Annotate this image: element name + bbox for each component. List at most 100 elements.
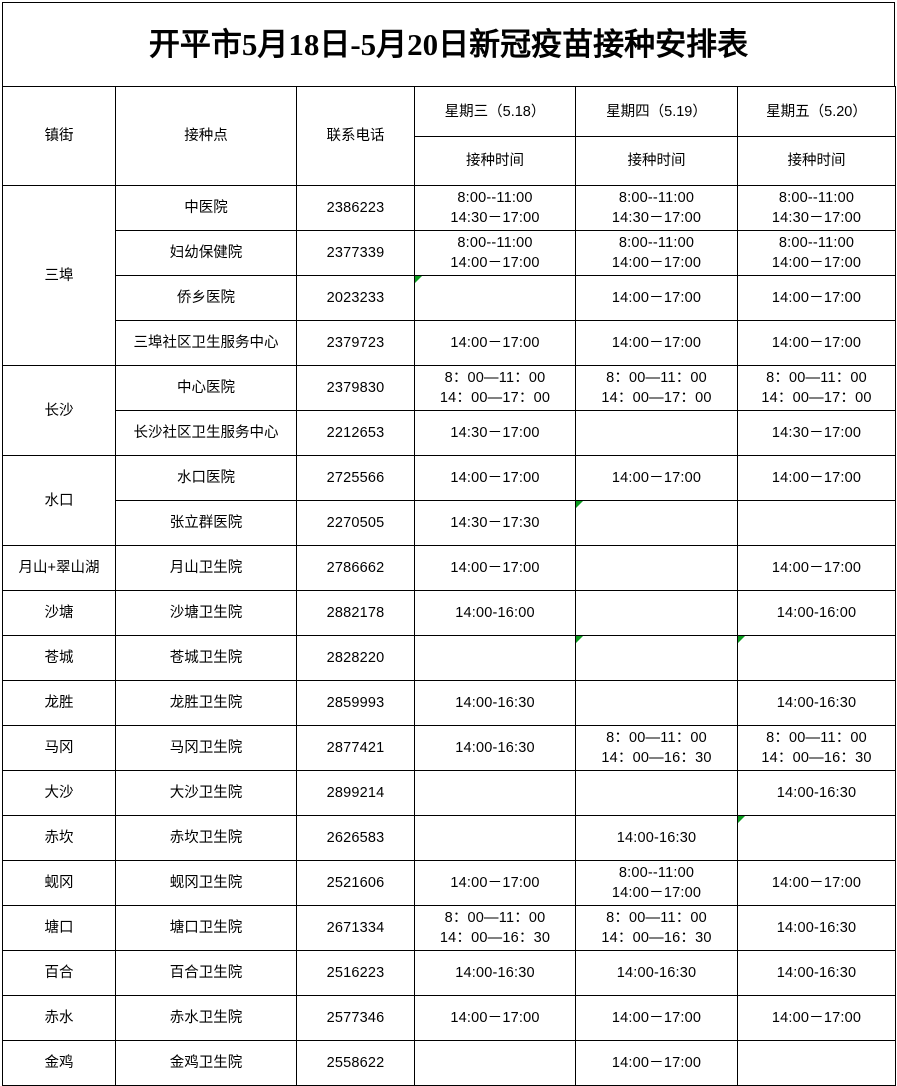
page-title: 开平市5月18日-5月20日新冠疫苗接种安排表 — [148, 27, 749, 62]
comment-indicator-icon — [738, 636, 745, 643]
cell-time-thursday — [575, 590, 738, 636]
time-line: 14:00－17:00 — [450, 470, 540, 486]
cell-site: 妇幼保健院 — [115, 230, 297, 276]
time-line: 8:00--11:00 — [778, 190, 855, 206]
time-line: 8:00--11:00 — [457, 235, 533, 251]
table-row: 侨乡医院 2023233 14:00－17:00 14:00－17:00 — [3, 275, 896, 321]
time-line: 8:00--11:00 — [457, 190, 533, 206]
time-line: 8：00—11：00 — [606, 910, 707, 926]
cell-time-friday: 8：00—11：00 14：00—17：00 — [737, 365, 896, 411]
cell-time-friday: 14:00－17:00 — [737, 275, 896, 321]
cell-time-wednesday — [414, 770, 576, 816]
time-line: 8：00—11：00 — [444, 370, 546, 386]
cell-time-thursday: 14:00-16:30 — [575, 950, 738, 996]
cell-site: 侨乡医院 — [115, 275, 297, 321]
cell-site: 金鸡卫生院 — [115, 1040, 297, 1086]
column-header-phone: 联系电话 — [296, 86, 415, 186]
cell-phone: 2671334 — [296, 905, 415, 951]
cell-phone: 2877421 — [296, 725, 415, 771]
cell-time-wednesday — [414, 815, 576, 861]
time-line: 8：00—11：00 — [766, 370, 867, 386]
time-line: 14:00－17:00 — [611, 255, 702, 271]
cell-site: 月山卫生院 — [115, 545, 297, 591]
table-row: 三埠社区卫生服务中心 2379723 14:00－17:00 14:00－17:00 1… — [3, 320, 896, 366]
cell-time-wednesday: 14:30－17:30 — [414, 500, 576, 546]
time-line: 8:00--11:00 — [778, 235, 855, 251]
cell-phone: 2023233 — [296, 275, 415, 321]
table-row: 月山+翠山湖 月山卫生院 2786662 14:00－17:00 14:00－17:00 — [2, 545, 896, 591]
cell-phone: 2899214 — [296, 770, 415, 816]
cell-time-wednesday: 14:00－17:00 — [414, 455, 576, 501]
cell-time-thursday: 8：00—11：00 14：00—17：00 — [575, 365, 738, 411]
comment-indicator-icon — [576, 501, 583, 508]
cell-town: 马冈 — [2, 725, 116, 771]
cell-site: 赤水卫生院 — [115, 995, 297, 1041]
column-header-day-wed: 星期三（5.18） — [414, 86, 576, 137]
time-line: 14:00－17:00 — [450, 335, 540, 351]
table-row: 赤水 赤水卫生院 2577346 14:00－17:00 14:00－17:00 14:0… — [2, 995, 896, 1041]
cell-time-friday: 14:30－17:00 — [737, 410, 896, 456]
cell-town: 金鸡 — [2, 1040, 116, 1086]
cell-time-friday: 8:00--11:00 14:30－17:00 — [737, 185, 896, 231]
cell-site: 苍城卫生院 — [115, 635, 297, 681]
time-line: 8：00—11：00 — [606, 370, 707, 386]
time-line: 14:00－17:00 — [611, 470, 702, 486]
column-header-day-fri: 星期五（5.20） — [737, 86, 896, 137]
table-row: 百合 百合卫生院 2516223 14:00-16:30 14:00-16:30 14:0… — [2, 950, 896, 996]
time-line: 14:00－17:00 — [611, 335, 702, 351]
table-row: 大沙 大沙卫生院 2899214 14:00-16:30 — [2, 770, 896, 816]
table-row: 三埠 中医院 2386223 8:00--11:00 14:30－17:00 8:00--… — [2, 185, 896, 366]
time-line: 8：00—11：00 — [444, 910, 546, 926]
table-row: 长沙社区卫生服务中心 2212653 14:30－17:00 14:30－17:00 — [3, 410, 896, 456]
cell-phone: 2786662 — [296, 545, 415, 591]
cell-town: 塘口 — [2, 905, 116, 951]
cell-time-friday: 14:00－17:00 — [737, 860, 896, 906]
time-line: 14:00－17:00 — [611, 1055, 702, 1071]
cell-time-friday: 8：00—11：00 14：00—16：30 — [737, 725, 896, 771]
cell-time-thursday: 14:00－17:00 — [575, 455, 738, 501]
time-line: 14:00－17:00 — [771, 470, 862, 486]
cell-time-friday: 14:00－17:00 — [737, 995, 896, 1041]
cell-time-thursday: 14:00-16:30 — [575, 815, 738, 861]
time-line: 14:00-16:30 — [776, 785, 857, 801]
cell-time-wednesday: 14:00－17:00 — [414, 995, 576, 1041]
cell-site: 大沙卫生院 — [115, 770, 297, 816]
time-line: 14:00-16:30 — [776, 695, 857, 711]
time-line: 14:00-16:30 — [455, 740, 535, 756]
time-line: 14:00－17:00 — [611, 885, 702, 901]
cell-phone: 2626583 — [296, 815, 415, 861]
cell-site: 蚬冈卫生院 — [115, 860, 297, 906]
time-line: 14:30－17:00 — [771, 210, 862, 226]
header-row-subtitle: 接种时间 接种时间 接种时间 — [3, 136, 896, 186]
time-line: 14:00－17:00 — [771, 290, 862, 306]
time-line: 14:00-16:00 — [776, 605, 857, 621]
time-line: 14：00—16：30 — [761, 750, 872, 766]
table-row: 水口 水口医院 2725566 14:00－17:00 14:00－17:00 14:00… — [2, 455, 896, 546]
cell-time-wednesday: 14:30－17:00 — [414, 410, 576, 456]
time-line: 14:00－17:00 — [450, 255, 540, 271]
table-row: 长沙 中心医院 2379830 8：00—11：00 14：00—17：00 8：00—1… — [2, 365, 896, 456]
cell-site: 赤坎卫生院 — [115, 815, 297, 861]
cell-time-friday: 14:00-16:30 — [737, 770, 896, 816]
cell-site: 中医院 — [115, 185, 297, 231]
cell-town: 赤坎 — [2, 815, 116, 861]
cell-time-thursday — [575, 770, 738, 816]
cell-phone: 2377339 — [296, 230, 415, 276]
cell-time-thursday — [575, 500, 738, 546]
cell-town: 长沙 — [2, 365, 116, 456]
table-header: 镇街 接种点 联系电话 星期三（5.18） 星期四（5.19） 星期五（5.20… — [2, 86, 896, 186]
cell-phone: 2212653 — [296, 410, 415, 456]
cell-site: 沙塘卫生院 — [115, 590, 297, 636]
cell-town: 三埠 — [2, 185, 116, 366]
time-line: 8:00--11:00 — [618, 235, 695, 251]
cell-time-thursday: 14:00－17:00 — [575, 320, 738, 366]
table-row: 金鸡 金鸡卫生院 2558622 14:00－17:00 — [2, 1040, 896, 1086]
time-line: 14:00－17:00 — [771, 255, 862, 271]
table-row: 苍城 苍城卫生院 2828220 — [2, 635, 896, 681]
table-row: 塘口 塘口卫生院 2671334 8：00—11：00 14：00—16：30 8：00—… — [2, 905, 896, 951]
time-line: 14:00-16:30 — [776, 920, 857, 936]
cell-time-thursday — [575, 545, 738, 591]
cell-site: 中心医院 — [115, 365, 297, 411]
comment-indicator-icon — [738, 816, 745, 823]
cell-time-thursday: 14:00－17:00 — [575, 995, 738, 1041]
